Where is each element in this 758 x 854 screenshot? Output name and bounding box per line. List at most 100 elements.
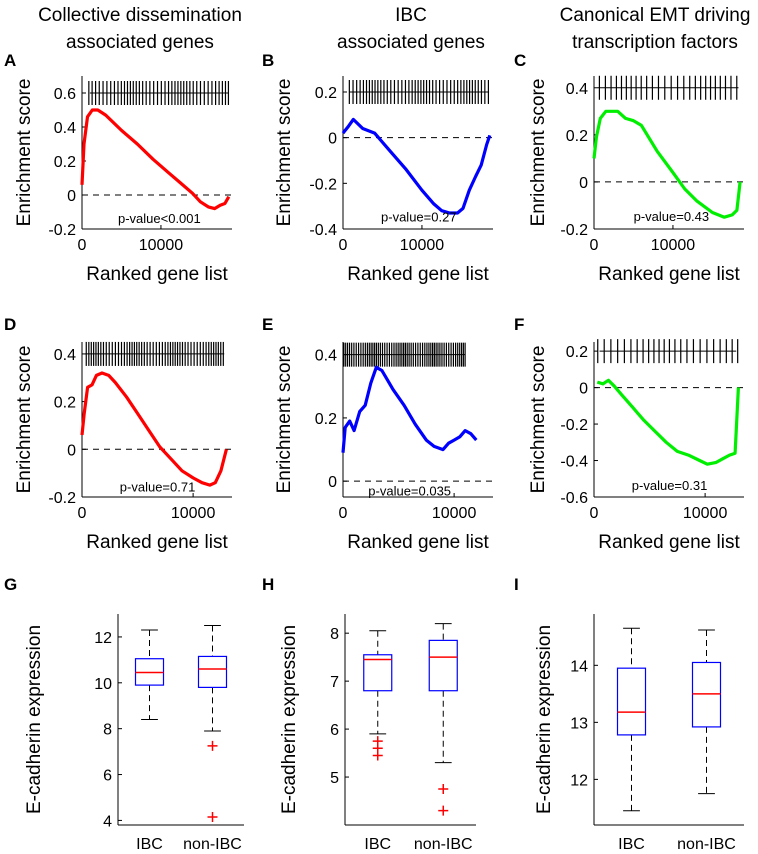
y-axis-label-h: E-cadherin expression (279, 625, 300, 814)
y-tick-label-i: 12 (570, 772, 588, 789)
outlier-box-h-1 (372, 750, 383, 761)
y-tick-label-h: 6 (330, 722, 339, 739)
panel-label-i: I (514, 575, 519, 594)
x-axis-label-a: Ranked gene list (86, 264, 228, 285)
column-title-line1-1: Collective dissemination (38, 5, 242, 26)
x-axis-label-c: Ranked gene list (598, 264, 740, 285)
x-tick-label-f: 10000 (683, 505, 728, 522)
outlier-box-h-2 (438, 805, 449, 816)
p-value-e: p-value=0.035 (368, 484, 451, 499)
column-title-line2-3: transcription factors (572, 32, 738, 53)
outlier-box-h-2 (438, 784, 449, 795)
y-tick-label-c: 0.4 (566, 81, 588, 98)
category-label-i: IBC (618, 836, 645, 853)
x-axis-label-b: Ranked gene list (347, 264, 489, 285)
panel-label-e: E (262, 315, 273, 334)
category-label-h: non-IBC (414, 836, 473, 853)
enrichment-curve-a (80, 108, 231, 211)
y-axis-label-c: Enrichment score (528, 79, 549, 227)
y-tick-label-f: 0 (579, 381, 588, 398)
enrichment-curve-f (596, 378, 740, 466)
enrichment-curve-c (592, 109, 742, 219)
y-tick-label-b: 0.2 (315, 85, 337, 102)
x-tick-label-e: 10000 (432, 505, 477, 522)
x-tick-label-a: 10000 (139, 237, 184, 254)
x-tick-label-a: 0 (78, 237, 87, 254)
panel-label-a: A (4, 51, 16, 70)
y-axis-label-f: Enrichment score (528, 346, 549, 494)
panel-label-d: D (4, 315, 16, 334)
y-tick-label-g: 8 (103, 722, 112, 739)
x-tick-label-b: 0 (339, 237, 348, 254)
enrichment-curve-e (341, 365, 478, 453)
p-value-d: p-value=0.71 (120, 479, 196, 494)
y-tick-label-f: 0.2 (566, 344, 588, 361)
y-tick-label-g: 6 (103, 768, 112, 785)
y-tick-label-c: -0.2 (560, 222, 588, 239)
y-axis-label-d: Enrichment score (14, 346, 35, 494)
x-axis-label-f: Ranked gene list (598, 532, 740, 553)
category-label-g: non-IBC (183, 836, 242, 853)
y-axis-label-g: E-cadherin expression (24, 625, 45, 814)
y-tick-label-a: 0.2 (54, 154, 76, 171)
column-title-line1-3: Canonical EMT driving (560, 5, 751, 26)
y-tick-label-g: 10 (94, 676, 112, 693)
enrichment-curve-d (80, 371, 228, 487)
box-i-2 (691, 661, 722, 728)
x-tick-label-c: 10000 (651, 237, 696, 254)
y-tick-label-d: 0 (67, 442, 76, 459)
y-tick-label-f: -0.4 (560, 454, 588, 471)
panel-label-b: B (262, 51, 274, 70)
column-title-line1-2: IBC (395, 5, 427, 26)
y-tick-label-b: -0.2 (309, 176, 337, 193)
y-axis-label-i: E-cadherin expression (534, 625, 555, 814)
enrichment-curve-b (341, 117, 492, 215)
p-value-a: p-value<0.001 (118, 211, 201, 226)
x-tick-label-d: 10000 (171, 505, 216, 522)
panel-label-c: C (514, 51, 526, 70)
y-tick-label-f: -0.6 (560, 490, 588, 507)
panel-label-h: H (262, 575, 274, 594)
column-title-line2-2: associated genes (337, 32, 485, 53)
y-tick-label-h: 5 (330, 770, 339, 787)
y-tick-label-a: 0.4 (54, 120, 76, 137)
x-tick-label-d: 0 (78, 505, 87, 522)
column-title-line2-1: associated genes (66, 32, 214, 53)
p-value-b: p-value=0.27 (381, 209, 457, 224)
y-tick-label-g: 4 (103, 813, 112, 830)
y-tick-label-d: -0.2 (48, 490, 76, 507)
y-tick-label-h: 8 (330, 626, 339, 643)
y-tick-label-b: 0 (328, 131, 337, 148)
y-tick-label-f: -0.2 (560, 417, 588, 434)
y-tick-label-a: -0.2 (48, 222, 76, 239)
x-axis-label-d: Ranked gene list (86, 532, 228, 553)
y-axis-label-b: Enrichment score (274, 79, 295, 227)
category-label-i: non-IBC (677, 836, 736, 853)
x-tick-label-c: 0 (590, 237, 599, 254)
y-tick-label-i: 14 (570, 658, 588, 675)
panel-label-f: F (514, 315, 524, 334)
y-tick-label-a: 0.6 (54, 86, 76, 103)
panel-label-g: G (4, 575, 17, 594)
y-tick-label-b: -0.4 (309, 222, 337, 239)
y-tick-label-c: 0 (579, 175, 588, 192)
box-i-1 (616, 667, 647, 736)
y-tick-label-e: 0.2 (315, 411, 337, 428)
y-axis-label-e: Enrichment score (274, 346, 295, 494)
y-tick-label-e: 0 (328, 474, 337, 491)
category-label-h: IBC (364, 836, 391, 853)
x-tick-label-b: 10000 (400, 237, 445, 254)
y-tick-label-i: 13 (570, 715, 588, 732)
p-value-f: p-value=0.31 (632, 478, 708, 493)
p-value-c: p-value=0.43 (634, 209, 710, 224)
outlier-box-g-2 (207, 811, 218, 822)
y-tick-label-g: 12 (94, 630, 112, 647)
y-tick-label-d: 0.2 (54, 395, 76, 412)
box-h-1 (363, 654, 393, 692)
y-tick-label-d: 0.4 (54, 347, 76, 364)
y-axis-label-a: Enrichment score (14, 79, 35, 227)
box-h-2 (428, 639, 458, 692)
x-axis-label-e: Ranked gene list (347, 532, 489, 553)
y-tick-label-e: 0.4 (315, 348, 337, 365)
